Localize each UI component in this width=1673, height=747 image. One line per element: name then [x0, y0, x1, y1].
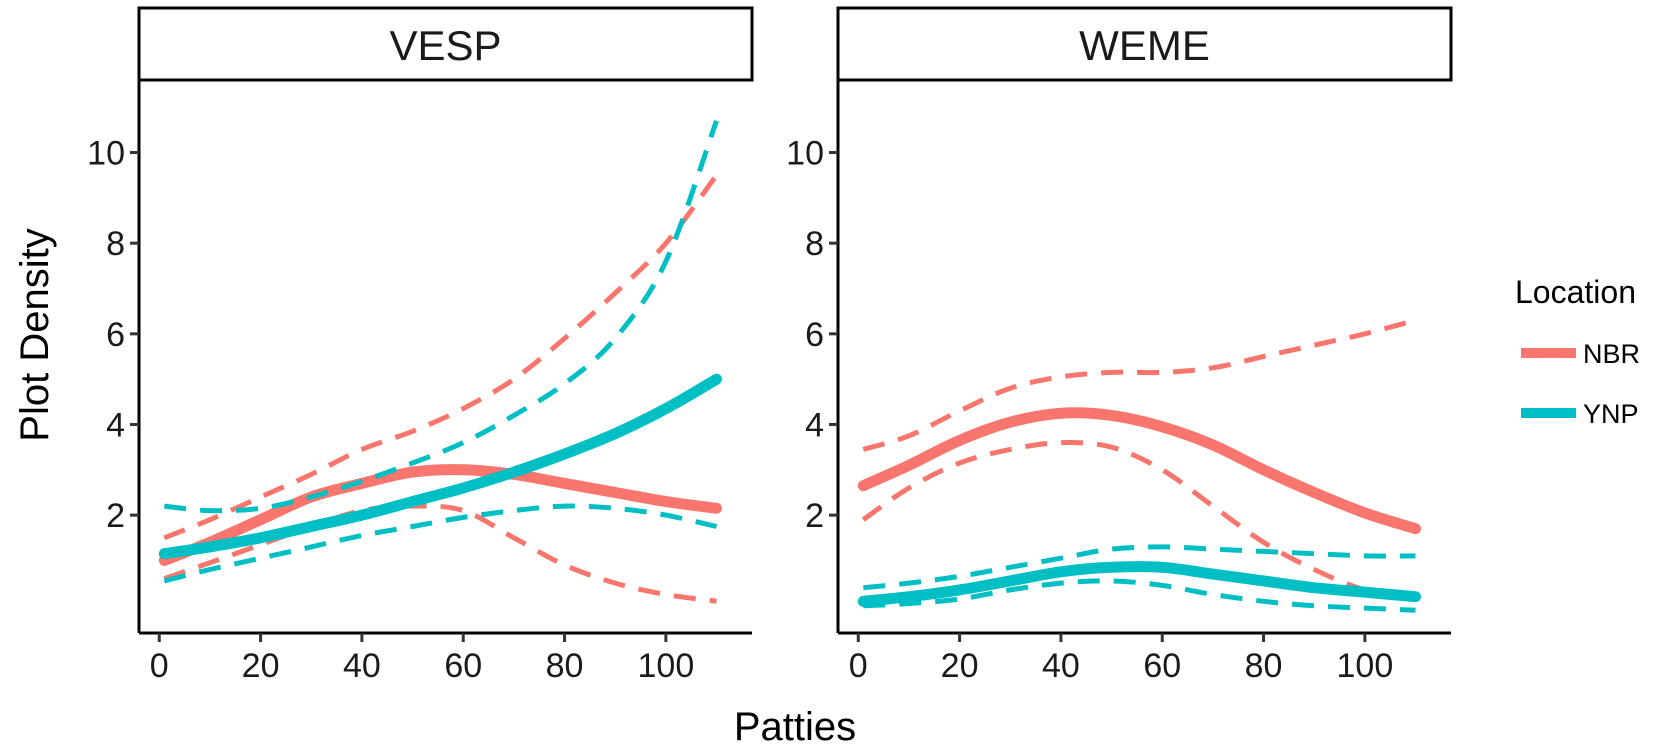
y-axis-title: Plot Density: [13, 228, 57, 441]
legend-label-ynp: YNP: [1583, 399, 1639, 429]
x-tick-label: 80: [1245, 647, 1283, 685]
ci-upper-nbr-weme: [862, 317, 1417, 452]
x-tick-label: 20: [242, 647, 280, 685]
ci-upper-ynp-vesp: [164, 119, 719, 514]
fit-line-nbr-weme: [857, 407, 1421, 535]
x-tick-label: 0: [849, 647, 868, 685]
legend-label-nbr: NBR: [1583, 339, 1640, 369]
y-tick-label: 8: [106, 225, 125, 263]
legend: Location NBR YNP: [1515, 274, 1640, 429]
facet-strip-weme: WEME: [836, 6, 1453, 82]
y-tick-label: 4: [805, 406, 824, 444]
x-tick-label: 60: [1143, 647, 1181, 685]
y-tick-label: 10: [786, 135, 824, 173]
x-tick-label: 0: [150, 647, 169, 685]
fit-line-nbr-vesp: [158, 464, 722, 566]
x-axis-title: Patties: [734, 705, 856, 747]
y-tick-label: 10: [87, 135, 125, 173]
x-tick-label: 80: [546, 647, 584, 685]
ci-lower-ynp-weme: [863, 578, 1416, 613]
y-tick-label: 4: [106, 406, 125, 444]
ci-upper-nbr-vesp: [163, 173, 719, 541]
ci-upper-ynp-weme: [863, 544, 1416, 591]
x-tick-label: 40: [1042, 647, 1080, 685]
x-tick-label: 60: [444, 647, 482, 685]
y-tick-label: 6: [106, 316, 125, 354]
ci-lower-nbr-vesp: [163, 503, 717, 604]
y-tick-label: 2: [805, 497, 824, 535]
ci-lower-nbr-weme: [861, 439, 1416, 602]
fit-line-ynp-weme: [857, 561, 1421, 607]
facet-strip-vesp: VESP: [137, 6, 754, 82]
facet-title-weme: WEME: [1079, 22, 1210, 69]
y-tick-label: 2: [106, 497, 125, 535]
y-tick-label: 8: [805, 225, 824, 263]
x-tick-label: 40: [343, 647, 381, 685]
y-tick-label: 6: [805, 316, 824, 354]
x-tick-label: 100: [638, 647, 695, 685]
legend-title: Location: [1515, 274, 1636, 310]
facet-title-vesp: VESP: [389, 22, 501, 69]
x-tick-label: 100: [1337, 647, 1394, 685]
fit-line-ynp-vesp: [158, 373, 722, 560]
x-tick-label: 20: [941, 647, 979, 685]
